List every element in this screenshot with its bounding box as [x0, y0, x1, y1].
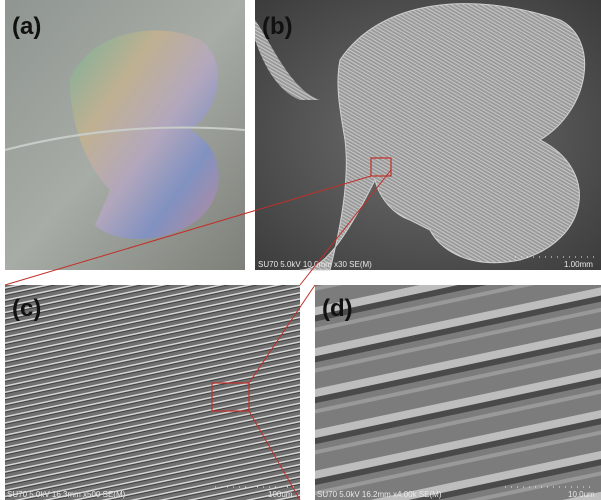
panel-label: (c)	[12, 295, 41, 322]
panel-label: (a)	[12, 13, 41, 40]
scale-label: 100um	[268, 490, 293, 499]
scale-label: 10.0um	[568, 490, 595, 499]
caption: SU70 5.0kV 16.3mm x500 SE(M)	[7, 490, 126, 499]
figure: (a) SU70 5.0kV 10.0mm x30 SE(M) 1.00mm (…	[0, 0, 601, 500]
panel-label: (d)	[322, 295, 353, 322]
panel-label: (b)	[262, 13, 293, 40]
panel-a: (a)	[5, 0, 245, 270]
panel-c: SU70 5.0kV 16.3mm x500 SE(M) 100um (c)	[5, 285, 300, 500]
caption: SU70 5.0kV 10.0mm x30 SE(M)	[258, 260, 372, 269]
sem-image	[315, 285, 601, 500]
caption: SU70 5.0kV 16.2mm x4.00k SE(M)	[317, 490, 442, 499]
sem-image	[5, 285, 300, 500]
panel-b: SU70 5.0kV 10.0mm x30 SE(M) 1.00mm (b)	[255, 0, 601, 270]
panel-d: SU70 5.0kV 16.2mm x4.00k SE(M) 10.0um (d…	[315, 285, 601, 500]
scale-label: 1.00mm	[564, 260, 593, 269]
